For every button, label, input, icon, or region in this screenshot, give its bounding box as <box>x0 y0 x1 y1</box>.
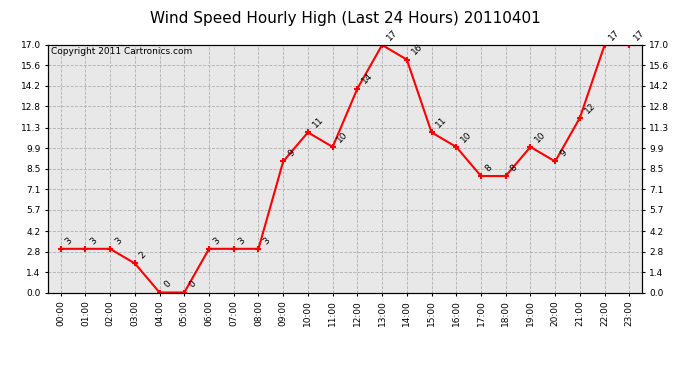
Text: 12: 12 <box>582 100 597 115</box>
Text: 0: 0 <box>162 279 172 290</box>
Text: 9: 9 <box>558 148 569 159</box>
Text: 10: 10 <box>459 130 473 144</box>
Text: 8: 8 <box>509 163 519 173</box>
Text: 3: 3 <box>88 236 99 246</box>
Text: 17: 17 <box>607 28 622 42</box>
Text: 3: 3 <box>237 236 247 246</box>
Text: 2: 2 <box>137 250 148 261</box>
Text: 8: 8 <box>484 163 494 173</box>
Text: 0: 0 <box>187 279 197 290</box>
Text: 17: 17 <box>632 28 647 42</box>
Text: Copyright 2011 Cartronics.com: Copyright 2011 Cartronics.com <box>51 48 193 57</box>
Text: 11: 11 <box>434 115 448 130</box>
Text: 10: 10 <box>335 130 350 144</box>
Text: 11: 11 <box>310 115 325 130</box>
Text: 3: 3 <box>212 236 222 246</box>
Text: 3: 3 <box>63 236 74 246</box>
Text: 17: 17 <box>385 28 400 42</box>
Text: 3: 3 <box>262 236 272 246</box>
Text: Wind Speed Hourly High (Last 24 Hours) 20110401: Wind Speed Hourly High (Last 24 Hours) 2… <box>150 11 540 26</box>
Text: 9: 9 <box>286 148 297 159</box>
Text: 16: 16 <box>410 42 424 57</box>
Text: 3: 3 <box>113 236 124 246</box>
Text: 14: 14 <box>360 72 375 86</box>
Text: 10: 10 <box>533 130 548 144</box>
